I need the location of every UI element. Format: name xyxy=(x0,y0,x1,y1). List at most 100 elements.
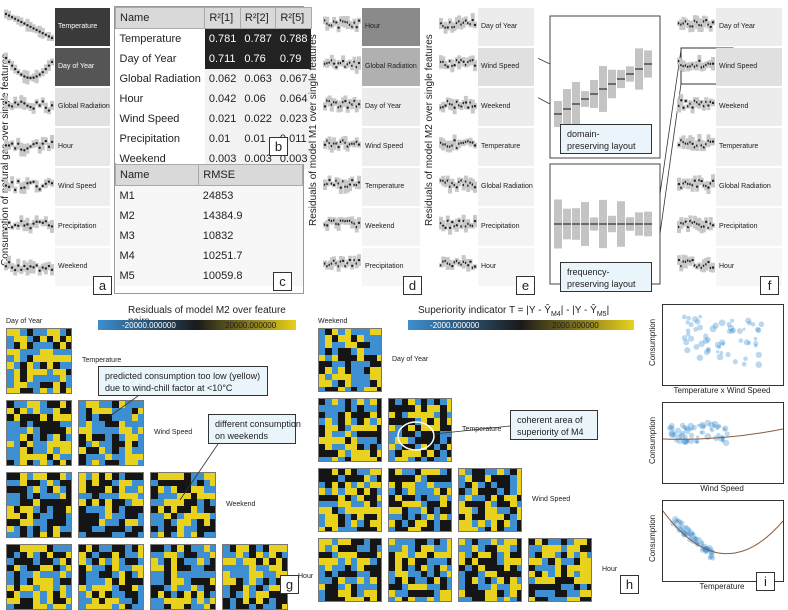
heatmap-cell[interactable] xyxy=(318,398,382,462)
feature-row[interactable]: Wind Speed xyxy=(438,48,534,86)
heatmap-cell[interactable] xyxy=(458,538,522,602)
heatmap-bin xyxy=(516,494,521,502)
heatmap-cell[interactable] xyxy=(318,468,382,532)
heatmap-cell[interactable] xyxy=(78,544,144,610)
scatter-point xyxy=(675,518,680,523)
panel-b[interactable]: Name R²[1] R²[2] R²[5] Temperature 0.781 0.787… xyxy=(114,6,312,169)
table-header[interactable]: Name xyxy=(114,7,206,29)
heatmap-bin xyxy=(491,545,498,553)
heatmap-cell[interactable] xyxy=(6,400,72,466)
heatmap-cell[interactable] xyxy=(388,538,452,602)
median-dot xyxy=(44,33,48,36)
feature-row[interactable]: Day of Year xyxy=(438,8,534,46)
table-header[interactable]: R²[2] xyxy=(239,7,277,29)
heatmap-cell[interactable] xyxy=(150,472,216,538)
feature-row[interactable]: Wind Speed xyxy=(3,168,110,206)
heatmap-bin xyxy=(484,469,492,476)
heatmap-bin xyxy=(440,590,448,598)
feature-row[interactable]: Day of Year xyxy=(3,48,110,86)
table-row[interactable]: Global Radiation 0.062 0.063 0.067 xyxy=(115,69,312,89)
feature-row[interactable]: Global Radiation xyxy=(3,88,110,126)
feature-row[interactable]: Temperature xyxy=(3,8,110,46)
scatter-point xyxy=(711,420,719,428)
panel-i-tag: i xyxy=(756,572,775,591)
table-row[interactable]: M3 10832 xyxy=(115,226,303,246)
feature-row[interactable]: Weekend xyxy=(438,88,534,126)
heatmap-bin xyxy=(13,414,21,422)
feature-row[interactable]: Day of Year xyxy=(322,88,420,126)
table-header[interactable]: R²[5] xyxy=(275,7,312,29)
feature-row[interactable]: Temperature xyxy=(438,128,534,166)
feature-row[interactable]: Temperature xyxy=(676,128,782,166)
table-row[interactable]: M4 10251.7 xyxy=(115,246,303,266)
heatmap-cell[interactable] xyxy=(528,538,592,602)
heatmap-bin xyxy=(275,551,283,559)
heatmap-bin xyxy=(471,507,479,515)
heatmap-bin xyxy=(427,501,435,508)
rmse-table[interactable]: Name RMSE M1 24853 M2 14384.9 M3 10832 M4 10251.7… xyxy=(114,164,303,286)
heatmap-cell[interactable] xyxy=(6,472,72,538)
heatmap-bin xyxy=(586,596,591,601)
heatmap-cell[interactable] xyxy=(318,328,382,392)
feature-plot xyxy=(323,135,361,153)
table-header[interactable]: Name xyxy=(114,164,200,186)
table-cell: 0.01 xyxy=(240,129,276,149)
feature-row[interactable]: Weekend xyxy=(676,88,782,126)
heatmap-cell[interactable] xyxy=(6,544,72,610)
heatmap-bin xyxy=(433,411,441,419)
scatterplot[interactable] xyxy=(662,500,784,582)
heatmap-bin xyxy=(459,539,466,546)
heatmap-cell[interactable] xyxy=(78,472,144,538)
heatmap-bin xyxy=(363,399,371,406)
scatterplot[interactable] xyxy=(662,304,784,386)
heatmap-bin xyxy=(376,373,381,381)
median-dot xyxy=(14,67,17,71)
heatmap-cell[interactable] xyxy=(78,400,144,466)
feature-row[interactable]: Hour xyxy=(3,128,110,166)
table-header[interactable]: R²[1] xyxy=(204,7,241,29)
feature-row[interactable]: Precipitation xyxy=(676,208,782,246)
feature-row[interactable]: Global Radiation xyxy=(438,168,534,206)
feature-row[interactable]: Weekend xyxy=(322,208,420,246)
heatmap-bin xyxy=(164,532,172,537)
heatmap-cell[interactable] xyxy=(222,544,288,610)
heatmap-cell[interactable] xyxy=(388,468,452,532)
heatmap-bin xyxy=(395,526,403,531)
table-row[interactable]: Temperature 0.781 0.787 0.788 xyxy=(115,28,312,49)
table-row[interactable]: Precipitation 0.01 0.01 0.011 xyxy=(115,129,312,149)
heatmap-bin xyxy=(33,591,41,599)
feature-row[interactable]: Wind Speed xyxy=(322,128,420,166)
heatmap-bin xyxy=(319,329,326,336)
heatmap-bin xyxy=(561,539,568,546)
heatmap-bin xyxy=(408,571,416,578)
heatmap-cell[interactable] xyxy=(6,328,72,394)
heatmap-cell[interactable] xyxy=(318,538,382,602)
heatmap-cell[interactable] xyxy=(458,468,522,532)
heatmap-cell[interactable] xyxy=(388,398,452,462)
heatmap-bin xyxy=(389,437,396,445)
feature-row[interactable]: Hour xyxy=(322,8,420,46)
table-row[interactable]: Day of Year 0.711 0.76 0.79 xyxy=(115,49,312,69)
feature-row[interactable]: Temperature xyxy=(322,168,420,206)
panel-c[interactable]: Name RMSE M1 24853 M2 14384.9 M3 10832 M4 10251.7… xyxy=(114,164,304,294)
table-row[interactable]: Wind Speed 0.021 0.022 0.023 xyxy=(115,109,312,129)
heatmap-bin xyxy=(118,453,126,461)
feature-row[interactable]: Precipitation xyxy=(438,208,534,246)
feature-row[interactable]: Global Radiation xyxy=(676,168,782,206)
table-row[interactable]: M2 14384.9 xyxy=(115,206,303,226)
table-header[interactable]: RMSE xyxy=(198,164,303,186)
scatterplot[interactable] xyxy=(662,402,784,484)
heatmap-bin xyxy=(503,513,511,521)
heatmap-bin xyxy=(98,486,106,494)
table-row[interactable]: M1 24853 xyxy=(115,185,303,206)
r2-table[interactable]: Name R²[1] R²[2] R²[5] Temperature 0.781 0.787… xyxy=(114,7,312,169)
table-row[interactable]: Hour 0.042 0.06 0.064 xyxy=(115,89,312,109)
heatmap-bin xyxy=(325,583,333,591)
heatmap-cell[interactable] xyxy=(150,544,216,610)
heatmap-bin xyxy=(529,545,536,553)
heatmap-bin xyxy=(157,551,165,559)
feature-row[interactable]: Precipitation xyxy=(3,208,110,246)
feature-row[interactable]: Day of Year xyxy=(676,8,782,46)
feature-row[interactable]: Global Radiation xyxy=(322,48,420,86)
feature-row[interactable]: Wind Speed xyxy=(676,48,782,86)
